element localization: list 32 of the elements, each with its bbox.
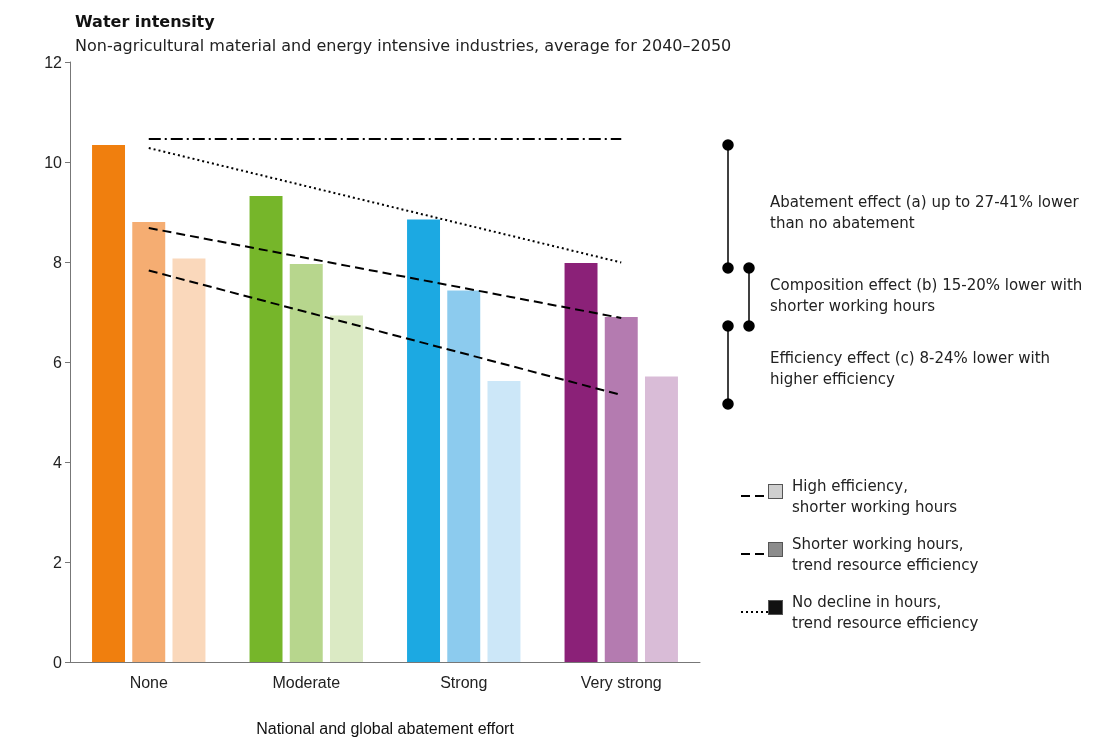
x-tick-label: None	[129, 673, 168, 691]
legend-label: Shorter working hours, trend resource efficiency	[792, 534, 979, 574]
x-tick-label: Strong	[440, 673, 488, 691]
y-tick-label: 0	[53, 653, 63, 671]
bar	[487, 381, 521, 662]
x-axis-title: National and global abatement effort	[256, 719, 515, 737]
x-tick-label: Very strong	[580, 673, 662, 691]
bar	[92, 145, 126, 662]
x-tick-label: Moderate	[272, 673, 341, 691]
bar	[172, 258, 206, 662]
bar	[249, 196, 283, 662]
y-tick-label: 12	[44, 53, 63, 71]
y-tick-label: 8	[53, 253, 63, 271]
y-tick-label: 2	[53, 553, 63, 571]
legend-label: No decline in hours, trend resource efficiency	[792, 592, 979, 632]
y-tick-label: 6	[53, 353, 63, 371]
chart-title: Water intensity	[75, 11, 216, 31]
y-tick-label: 4	[53, 453, 63, 471]
bar	[289, 264, 323, 662]
bar	[564, 263, 598, 662]
bar	[132, 222, 166, 662]
chart-subtitle: Non-agricultural material and energy intensive industries, average for 2040–2050	[75, 35, 732, 55]
text: Efficiency effect (c) 8-24% lower with higher efficiency	[770, 348, 1052, 390]
bar	[604, 317, 638, 662]
bar	[329, 315, 363, 662]
bar	[407, 219, 441, 662]
bar	[644, 376, 678, 662]
text: Composition effect (b) 15-20% lower with shorter working hours	[770, 275, 1084, 317]
bar	[447, 290, 481, 662]
y-tick-label: 10	[44, 153, 63, 171]
legend-label: High efficiency, shorter working hours	[792, 476, 958, 516]
text: Abatement effect (a) up to 27-41% lower than no abatement	[770, 192, 1080, 234]
